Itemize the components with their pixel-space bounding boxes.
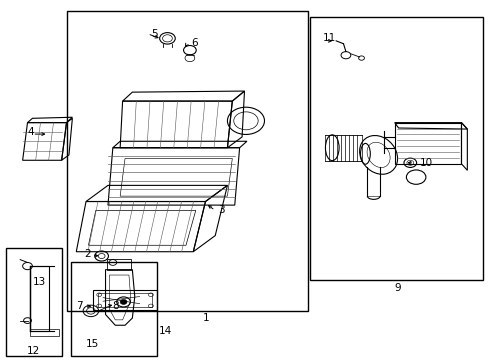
Bar: [310, 17, 483, 280]
Bar: [106, 259, 131, 270]
Bar: [93, 291, 157, 310]
Text: 6: 6: [190, 38, 197, 48]
Text: 10: 10: [419, 158, 432, 168]
Text: 12: 12: [27, 346, 41, 356]
Text: 15: 15: [85, 339, 99, 349]
Bar: [5, 248, 61, 356]
Text: 8: 8: [112, 301, 118, 311]
Text: 4: 4: [27, 127, 34, 136]
Text: 7: 7: [76, 301, 82, 311]
Bar: [71, 262, 157, 356]
Text: 5: 5: [151, 29, 157, 39]
Text: 11: 11: [322, 33, 335, 43]
Circle shape: [120, 300, 127, 305]
Bar: [98, 293, 152, 307]
Text: 1: 1: [203, 313, 209, 323]
Bar: [66, 12, 307, 311]
Text: 3: 3: [217, 206, 224, 216]
Text: 14: 14: [159, 326, 172, 336]
Text: 9: 9: [394, 283, 401, 293]
Text: 13: 13: [32, 277, 45, 287]
Text: 2: 2: [84, 248, 91, 258]
